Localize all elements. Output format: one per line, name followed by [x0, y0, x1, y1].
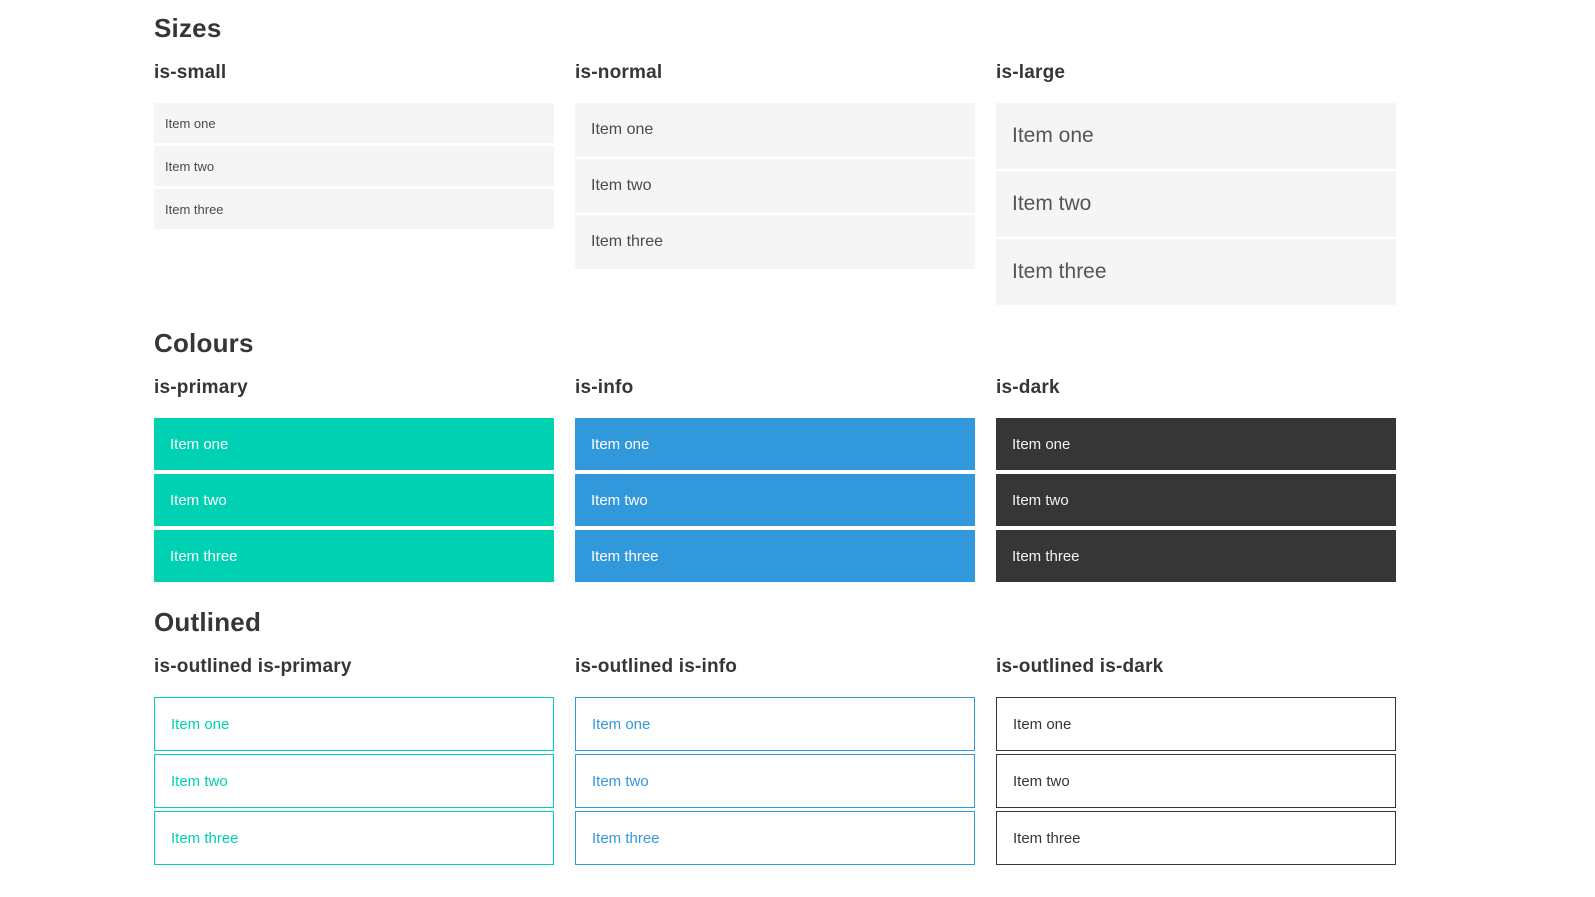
column-outlined-dark: is-outlined is-dark Item one Item two Item … — [996, 637, 1396, 868]
item-list: Item one Item two Item three — [996, 418, 1396, 582]
list-item[interactable]: Item three — [996, 811, 1396, 865]
style-guide-page: Sizes is-small Item one Item two Item three i… — [154, 14, 1396, 868]
column-heading: is-dark — [996, 377, 1060, 398]
list-item[interactable]: Item three — [154, 189, 554, 229]
section-colours: Colours is-primary Item one Item two Item th… — [154, 329, 1396, 586]
column-normal: is-normal Item one Item two Item three — [575, 43, 975, 307]
section-title: Outlined — [154, 607, 262, 637]
list-item[interactable]: Item three — [575, 530, 975, 582]
list-item[interactable]: Item one — [575, 103, 975, 157]
list-item[interactable]: Item three — [996, 530, 1396, 582]
list-item[interactable]: Item one — [154, 418, 554, 470]
list-item[interactable]: Item one — [575, 697, 975, 751]
column-large: is-large Item one Item two Item three — [996, 43, 1396, 307]
list-item[interactable]: Item two — [996, 754, 1396, 808]
section-sizes: Sizes is-small Item one Item two Item three i… — [154, 14, 1396, 307]
list-item[interactable]: Item three — [575, 811, 975, 865]
section-columns: is-outlined is-primary Item one Item two It… — [154, 637, 1396, 868]
list-item[interactable]: Item one — [996, 418, 1396, 470]
column-small: is-small Item one Item two Item three — [154, 43, 554, 307]
list-item[interactable]: Item one — [996, 697, 1396, 751]
item-list: Item one Item two Item three — [996, 103, 1396, 305]
column-dark: is-dark Item one Item two Item three — [996, 358, 1396, 586]
column-heading: is-small — [154, 62, 227, 83]
list-item[interactable]: Item three — [996, 239, 1396, 305]
list-item[interactable]: Item two — [575, 754, 975, 808]
item-list: Item one Item two Item three — [996, 697, 1396, 865]
column-outlined-info: is-outlined is-info Item one Item two Item … — [575, 637, 975, 868]
list-item[interactable]: Item two — [154, 754, 554, 808]
list-item[interactable]: Item two — [996, 171, 1396, 237]
section-columns: is-small Item one Item two Item three is-nor… — [154, 43, 1396, 307]
column-primary: is-primary Item one Item two Item three — [154, 358, 554, 586]
list-item[interactable]: Item two — [154, 474, 554, 526]
item-list: Item one Item two Item three — [575, 418, 975, 582]
item-list: Item one Item two Item three — [154, 697, 554, 865]
item-list: Item one Item two Item three — [154, 103, 554, 229]
column-heading: is-outlined is-dark — [996, 656, 1164, 677]
list-item[interactable]: Item one — [154, 697, 554, 751]
column-heading: is-primary — [154, 377, 248, 398]
item-list: Item one Item two Item three — [575, 697, 975, 865]
section-outlined: Outlined is-outlined is-primary Item one It… — [154, 608, 1396, 868]
section-title: Colours — [154, 328, 254, 358]
list-item[interactable]: Item three — [154, 530, 554, 582]
list-item[interactable]: Item two — [575, 159, 975, 213]
list-item[interactable]: Item two — [575, 474, 975, 526]
column-heading: is-outlined is-primary — [154, 656, 352, 677]
column-outlined-primary: is-outlined is-primary Item one Item two It… — [154, 637, 554, 868]
item-list: Item one Item two Item three — [575, 103, 975, 269]
list-item[interactable]: Item two — [996, 474, 1396, 526]
column-heading: is-large — [996, 62, 1066, 83]
list-item[interactable]: Item one — [996, 103, 1396, 169]
list-item[interactable]: Item one — [575, 418, 975, 470]
column-heading: is-info — [575, 377, 634, 398]
list-item[interactable]: Item three — [575, 215, 975, 269]
section-title: Sizes — [154, 13, 222, 43]
column-heading: is-outlined is-info — [575, 656, 738, 677]
item-list: Item one Item two Item three — [154, 418, 554, 582]
column-heading: is-normal — [575, 62, 663, 83]
column-info: is-info Item one Item two Item three — [575, 358, 975, 586]
list-item[interactable]: Item one — [154, 103, 554, 143]
list-item[interactable]: Item two — [154, 146, 554, 186]
section-columns: is-primary Item one Item two Item three is-i… — [154, 358, 1396, 586]
list-item[interactable]: Item three — [154, 811, 554, 865]
